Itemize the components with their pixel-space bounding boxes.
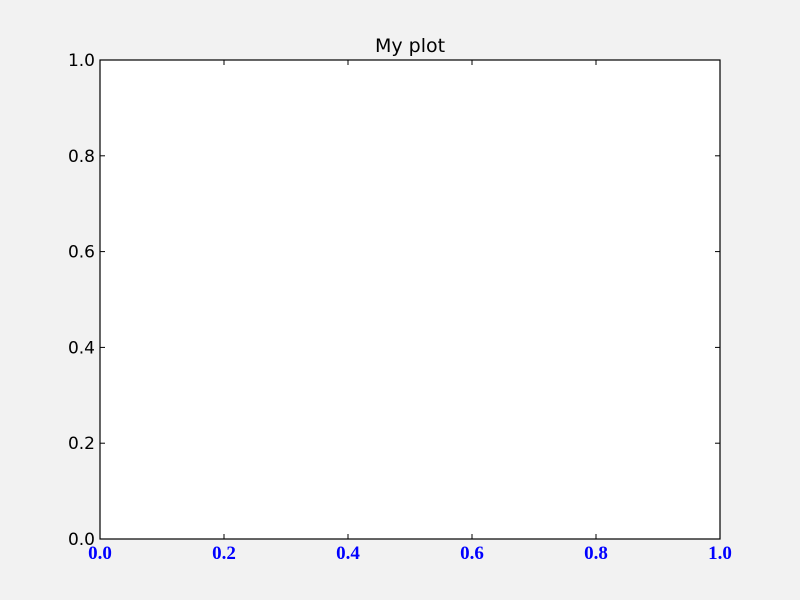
x-tick-label: 1.0 xyxy=(708,543,732,564)
y-tick-label: 0.8 xyxy=(68,147,95,167)
y-tick-label: 0.2 xyxy=(68,434,95,454)
x-tick-label: 0.0 xyxy=(88,543,112,564)
y-tick-label: 0.4 xyxy=(68,338,95,358)
y-tick-labels: 0.0 0.2 0.4 0.6 0.8 1.0 xyxy=(68,51,95,550)
y-tick-label: 1.0 xyxy=(68,51,95,71)
x-tick-label: 0.4 xyxy=(336,543,360,564)
chart-title: My plot xyxy=(375,35,445,57)
y-tick-label: 0.6 xyxy=(68,243,95,263)
plot-frame xyxy=(99,59,721,540)
x-tick-label: 0.6 xyxy=(460,543,484,564)
x-tick-label: 0.8 xyxy=(584,543,608,564)
x-tick-label: 0.2 xyxy=(212,543,236,564)
x-tick-labels: 0.0 0.2 0.4 0.6 0.8 1.0 xyxy=(88,543,732,564)
plot-area xyxy=(100,60,720,539)
y-tick-label: 0.0 xyxy=(68,530,95,550)
